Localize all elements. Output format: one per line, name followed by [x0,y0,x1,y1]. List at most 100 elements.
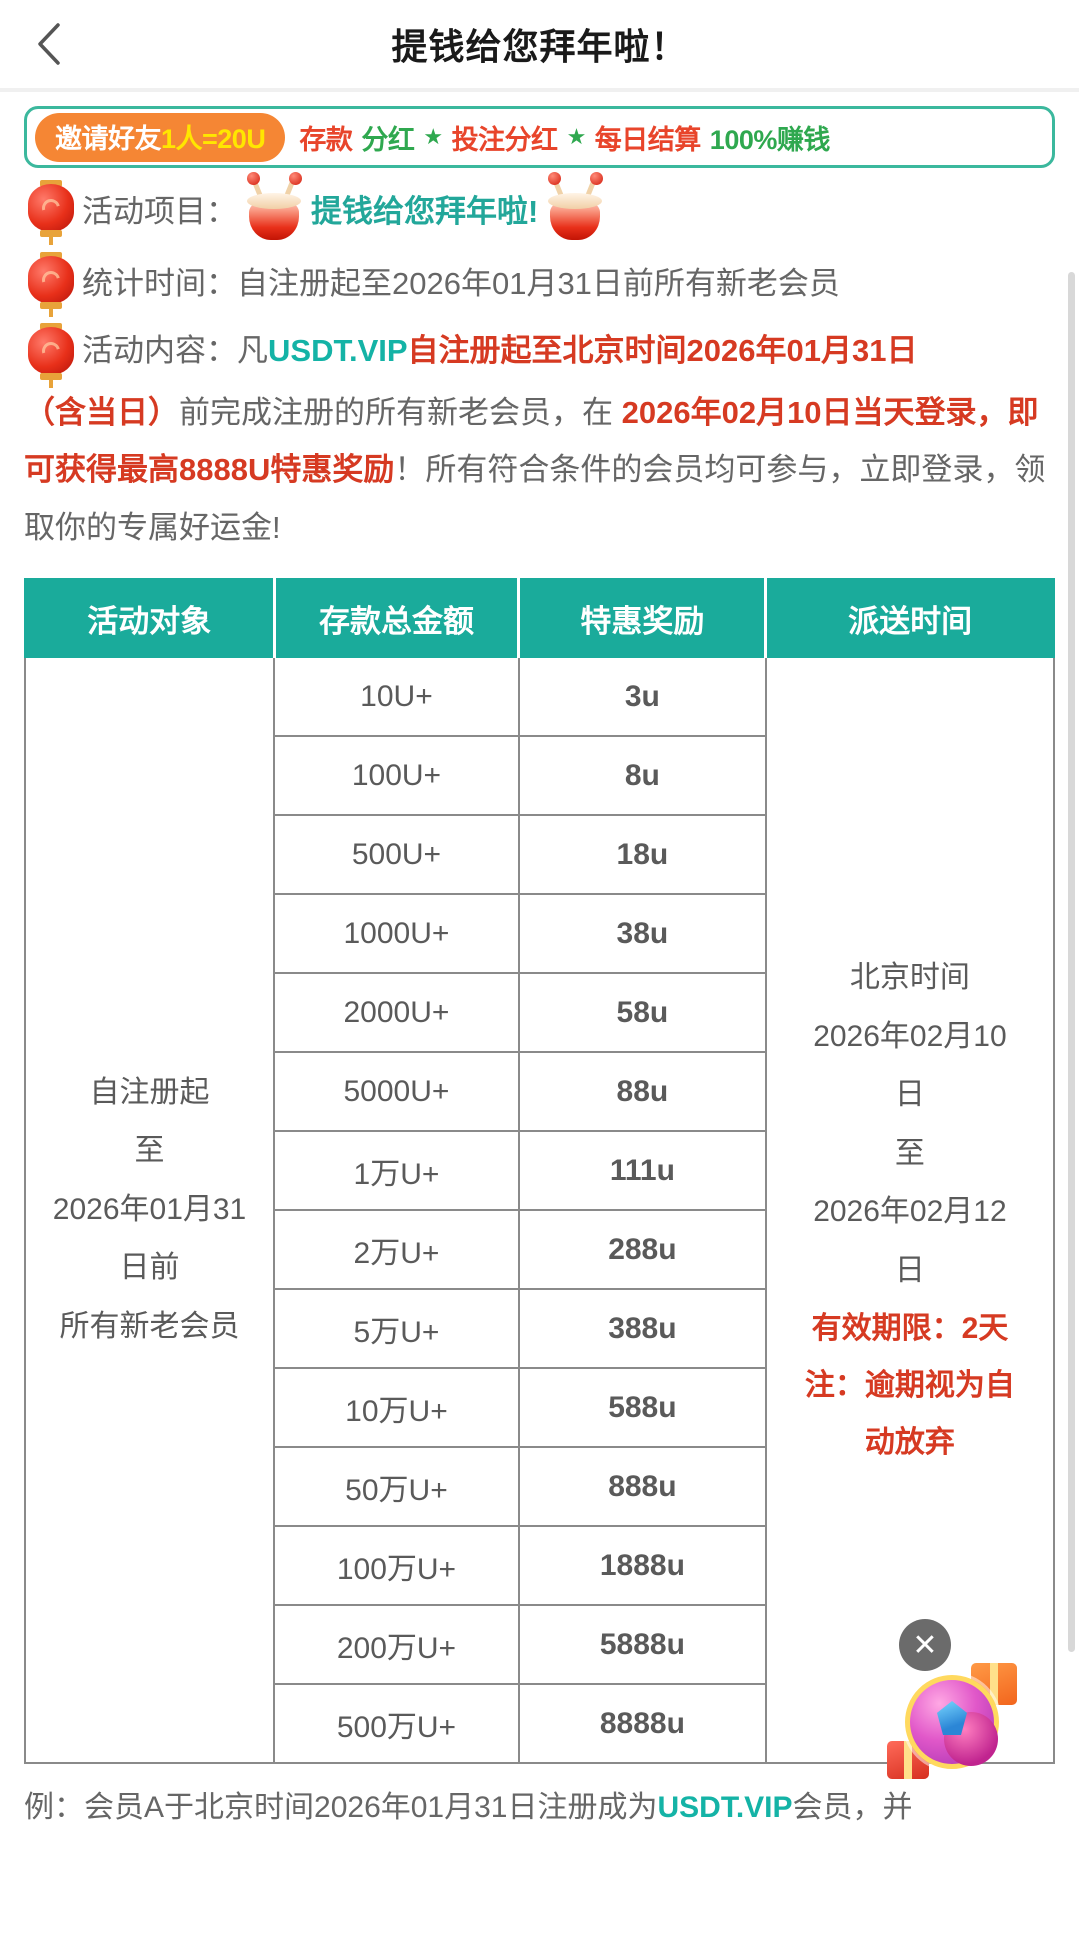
target-line: 2026年01月31 [52,1192,247,1226]
table-row: 自注册起至 2026年01月31 日前所有新老会员 10U+ 3u 北京时间 2026年02… [23,656,1056,1765]
table-header-row: 活动对象 存款总金额 特惠奖励 派送时间 [23,578,1056,659]
back-button[interactable] [22,17,76,71]
cell-reward-value: 111u [517,1130,767,1212]
cell-reward-value: 288u [517,1209,767,1291]
cell-deposit-amount: 10万U+ [273,1367,520,1449]
example-suffix: 会员，并 [792,1791,913,1825]
cell-delivery-time: 北京时间 2026年02月10 日至 2026年02月12 日有效期限：2天 注：逾期视为… [764,656,1056,1765]
scrollbar[interactable] [1068,272,1075,1652]
cell-reward-value: 888u [517,1446,767,1528]
delivery-line: 北京时间 [849,961,970,995]
table-row: 200万U+ 5888u [25,1604,1054,1686]
content-p3-redbold: 登录，即可获得最高8888U特惠奖励 [24,395,1039,488]
table-row: 1万U+ 111u [25,1130,1054,1212]
table-row: 1000U+ 38u [25,893,1054,975]
table-row: 5万U+ 388u [25,1288,1054,1370]
table-row: 100U+ 8u [25,735,1054,817]
table-row: 500U+ 18u [25,814,1054,896]
promo-item3: 每日结算 [594,124,702,155]
project-value: 提钱给您拜年啦! [311,193,539,229]
cell-deposit-amount: 1000U+ [273,893,520,975]
reward-table-wrap: 活动对象 存款总金额 特惠奖励 派送时间 自注册起至 2026年01月31 日前所有… [23,578,1056,1765]
promo-item3-hl: 100%赚钱 [709,124,831,155]
drum-icon-right [540,172,610,244]
delivery-line: 日 [894,1253,925,1287]
cell-deposit-amount: 5000U+ [273,1051,520,1133]
example-brand: USDT.VIP [657,1791,793,1825]
info-row-project: 活动项目： 提钱给您拜年啦! [24,172,1055,245]
table-row: 50万U+ 888u [25,1446,1054,1528]
target-line: 至 [134,1134,165,1168]
col-header-reward: 特惠奖励 [517,578,768,659]
example-note: 例：会员A于北京时间2026年01月31日注册成为USDT.VIP会员，并 [24,1764,1055,1833]
page-title: 提钱给您拜年啦！ [391,26,688,67]
gift-orb-icon[interactable] [887,1663,1017,1783]
chevron-left-icon [38,23,60,65]
lantern-icon [24,247,78,317]
delivery-line: 2026年02月12 [813,1195,1007,1229]
promo-text-group: 存款 分红 ★ 投注分红 ★ 每日结算 100%赚钱 [299,118,830,157]
star-icon-1: ★ [423,124,443,149]
drum-icon-left [239,172,309,244]
content-p1-gray: 凡 [237,333,268,369]
cell-deposit-amount: 1万U+ [273,1130,520,1212]
cell-deposit-amount: 500万U+ [273,1683,520,1765]
reward-table: 活动对象 存款总金额 特惠奖励 派送时间 自注册起至 2026年01月31 日前所有… [23,578,1056,1765]
table-row: 2000U+ 58u [25,972,1054,1054]
cell-deposit-amount: 100万U+ [273,1525,520,1607]
cell-deposit-amount: 100U+ [273,735,520,817]
cell-reward-value: 1888u [517,1525,767,1607]
promo-item2: 投注分红 [451,124,559,155]
promo-pill-prefix: 邀请好友 [55,123,162,154]
col-header-target: 活动对象 [23,578,276,659]
info-row-time: 统计时间： 自注册起至2026年01月31日前所有新老会员 [24,244,1055,317]
cell-reward-value: 58u [517,972,767,1054]
target-line: 自注册起 [89,1075,210,1109]
cell-deposit-amount: 10U+ [273,656,520,738]
cell-deposit-amount: 2000U+ [273,972,520,1054]
project-label: 活动项目： [82,193,237,229]
cell-reward-value: 18u [517,814,767,896]
delivery-warning: 注：逾期视为自 [804,1369,1015,1403]
cell-deposit-amount: 2万U+ [273,1209,520,1291]
cell-reward-value: 88u [517,1051,767,1133]
delivery-line: 至 [894,1136,925,1170]
promo-banner[interactable]: 邀请好友1人=20U 存款 分红 ★ 投注分红 ★ 每日结算 100%赚钱 [24,106,1055,168]
floating-promo-widget[interactable]: ✕ [883,1619,1033,1789]
content-label: 活动内容： [82,333,237,369]
content-p1-red: 自注册起至北京时间2026年01月31日 [407,333,918,369]
delivery-warning: 动放弃 [864,1426,955,1460]
example-prefix: 例：会员A于北京时间2026年01月31日注册成为 [24,1791,658,1825]
table-row: 5000U+ 88u [25,1051,1054,1133]
content-brand: USDT.VIP [268,333,408,369]
table-body: 自注册起至 2026年01月31 日前所有新老会员 10U+ 3u 北京时间 2026年02… [23,656,1056,1765]
delivery-line: 2026年02月10 [813,1019,1007,1053]
cell-deposit-amount: 500U+ [273,814,520,896]
promo-item1-hl: 分红 [361,124,415,155]
close-icon[interactable]: ✕ [899,1619,951,1671]
cell-reward-value: 5888u [517,1604,767,1686]
target-line: 日前 [119,1251,180,1285]
target-line: 所有新老会员 [59,1309,240,1343]
cell-activity-target: 自注册起至 2026年01月31 日前所有新老会员 [23,656,276,1765]
cell-deposit-amount: 5万U+ [273,1288,520,1370]
cell-reward-value: 3u [517,656,767,738]
content-p2-gray: 前完成注册的所有新老会员，在 [179,395,622,430]
cell-reward-value: 388u [517,1288,767,1370]
promo-pill-highlight: 1人=20U [161,123,266,154]
content-scroll[interactable]: 邀请好友1人=20U 存款 分红 ★ 投注分红 ★ 每日结算 100%赚钱 活动项目… [0,92,1079,1939]
cell-reward-value: 8888u [517,1683,767,1765]
content-p2-redbold: 2026年02月10日当天 [621,395,915,430]
cell-deposit-amount: 200万U+ [273,1604,520,1686]
delivery-line: 日 [894,1078,925,1112]
time-value: 自注册起至2026年01月31日前所有新老会员 [237,265,840,301]
content-p2-red: （含当日） [24,395,179,430]
table-row: 100万U+ 1888u [25,1525,1054,1607]
content-p3-gray: ！所有符合条件的会员均可参 [394,452,798,488]
header-divider [0,88,1079,92]
delivery-warning: 有效期限：2天 [811,1312,1009,1346]
lantern-icon [24,318,78,388]
top-bar: 提钱给您拜年啦！ [0,0,1079,88]
promo-item1: 存款 [299,124,353,155]
